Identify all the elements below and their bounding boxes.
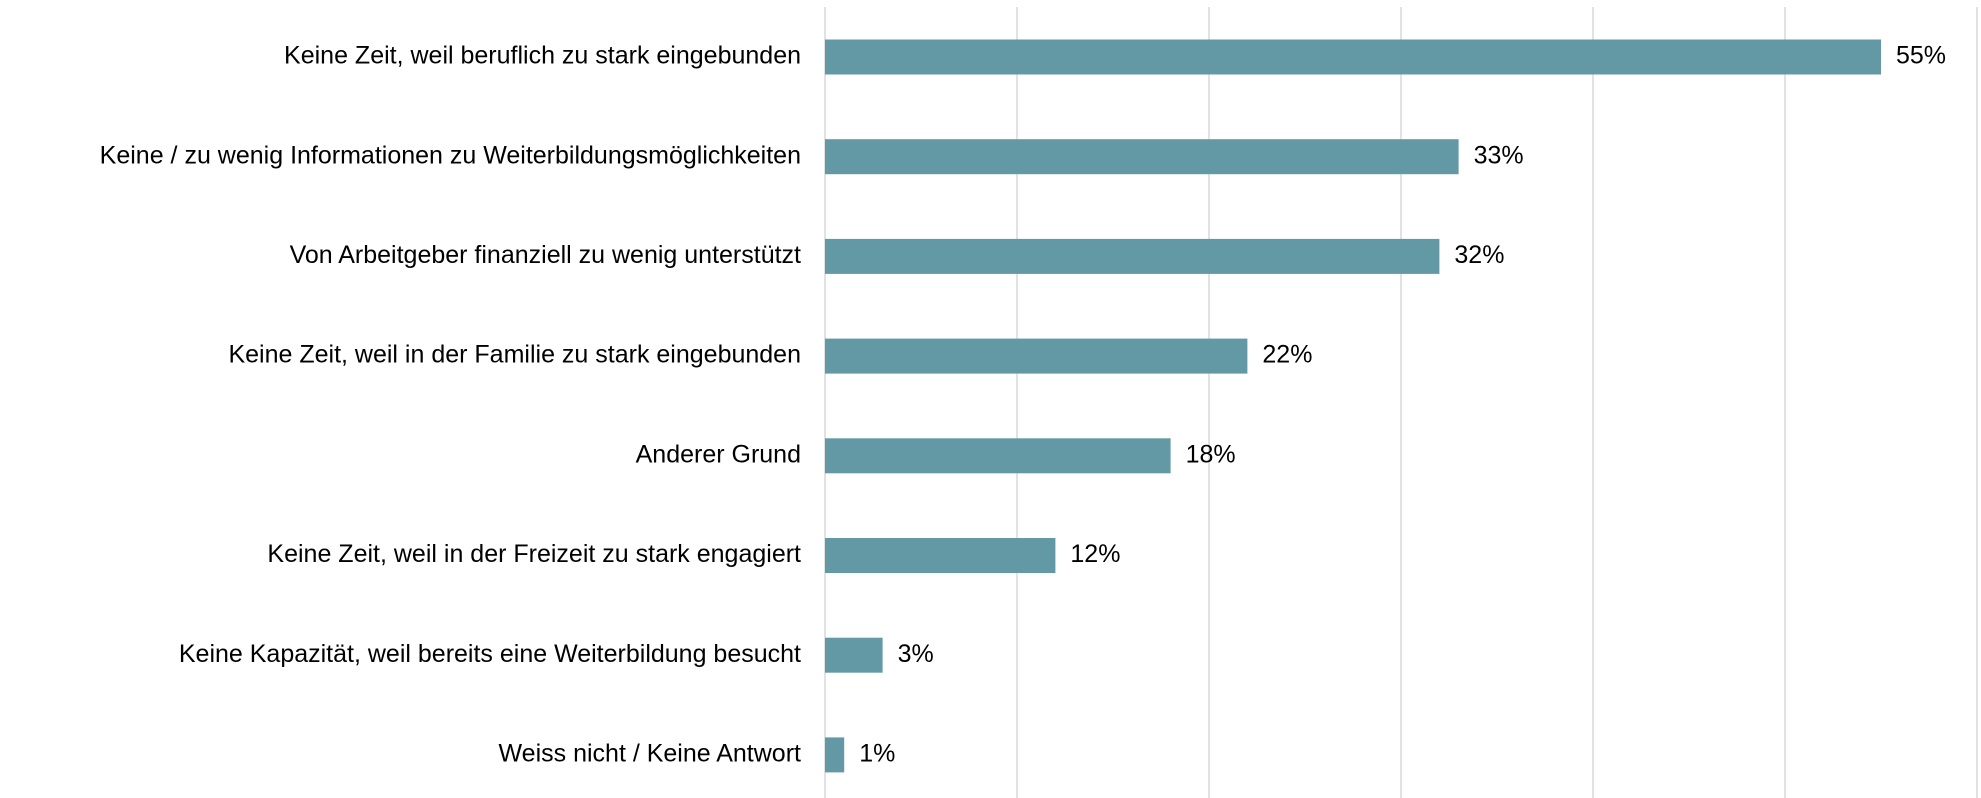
value-label: 22% (1262, 341, 1312, 369)
bar (825, 438, 1171, 474)
value-label: 3% (898, 640, 934, 668)
value-label: 1% (859, 740, 895, 768)
category-label: Keine / zu wenig Informationen zu Weiter… (100, 141, 801, 169)
category-label: Weiss nicht / Keine Antwort (499, 740, 802, 768)
bar (825, 238, 1440, 274)
value-label: 18% (1186, 440, 1236, 468)
bar (825, 39, 1881, 75)
category-label: Keine Zeit, weil beruflich zu stark eing… (284, 42, 801, 70)
value-label: 32% (1454, 241, 1504, 269)
value-label: 12% (1070, 540, 1120, 568)
bar (825, 538, 1056, 573)
category-label: Von Arbeitgeber finanziell zu wenig unte… (290, 241, 801, 269)
bar (825, 637, 883, 673)
bar (825, 139, 1459, 175)
category-label: Keine Kapazität, weil bereits eine Weite… (179, 640, 801, 668)
bar (825, 338, 1248, 374)
value-label: 33% (1474, 141, 1524, 169)
value-label: 55% (1896, 42, 1946, 70)
category-label: Anderer Grund (636, 440, 801, 468)
category-label: Keine Zeit, weil in der Familie zu stark… (228, 341, 801, 369)
category-label: Keine Zeit, weil in der Freizeit zu star… (267, 540, 801, 568)
bar (825, 737, 845, 773)
